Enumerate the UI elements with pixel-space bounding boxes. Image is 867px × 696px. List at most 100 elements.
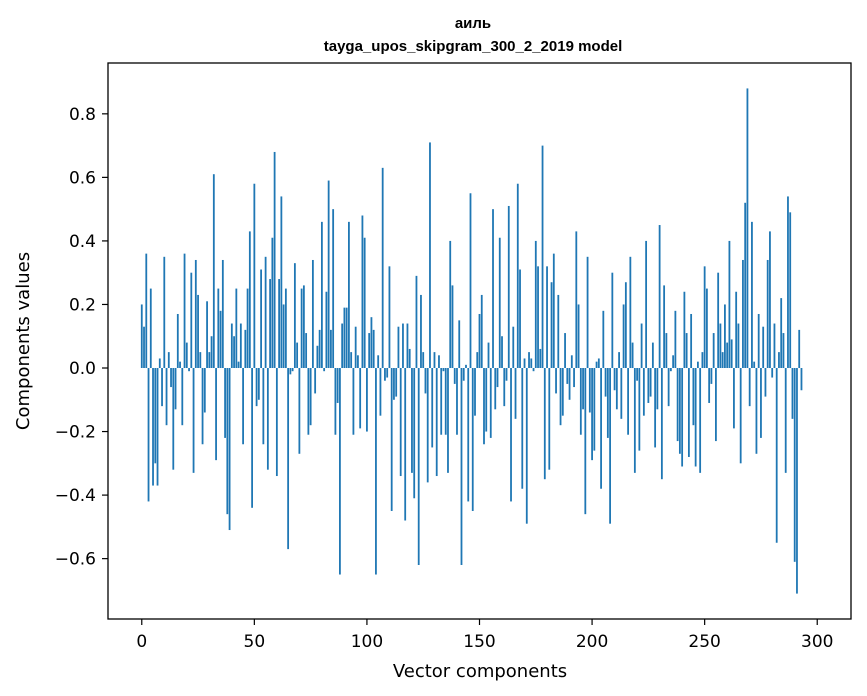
bar-component-288 <box>789 212 792 369</box>
bar-component-4 <box>149 288 152 369</box>
bar-component-100 <box>366 368 368 432</box>
bar-component-216 <box>627 368 629 435</box>
bar-component-56 <box>266 368 269 470</box>
bar-component-75 <box>309 368 312 426</box>
bar-component-183 <box>552 253 555 369</box>
bar-component-254 <box>712 333 715 369</box>
bar-component-182 <box>550 282 553 368</box>
bar-component-269 <box>746 88 749 369</box>
bar-component-29 <box>206 301 208 369</box>
bar-component-199 <box>588 368 591 413</box>
bar-component-5 <box>152 368 154 486</box>
bar-component-291 <box>796 368 798 594</box>
bar-component-152 <box>483 368 485 445</box>
x-tick-label: 50 <box>244 632 266 652</box>
bar-component-173 <box>530 358 533 368</box>
bar-component-208 <box>609 368 611 524</box>
bar-component-125 <box>422 352 425 369</box>
bar-component-65 <box>287 368 290 550</box>
bar-component-151 <box>480 294 483 368</box>
bar-component-59 <box>273 151 276 369</box>
bar-component-84 <box>330 329 332 369</box>
bar-component-161 <box>503 368 506 407</box>
bar-component-253 <box>710 368 713 384</box>
bar-component-82 <box>325 291 328 368</box>
bar-component-103 <box>372 329 375 369</box>
plot-frame <box>107 62 852 620</box>
bar-component-8 <box>158 358 161 368</box>
bar-component-17 <box>179 361 181 368</box>
bar-component-92 <box>348 221 350 369</box>
bar-component-261 <box>728 240 731 369</box>
bar-component-54 <box>262 368 265 445</box>
y-axis-ticks: −0.6 −0.4 −0.2 0.0 0.2 0.4 0.6 0.8 <box>55 105 108 570</box>
bar-component-187 <box>561 368 564 416</box>
bar-component-108 <box>384 368 386 381</box>
y-tick-label: 0.2 <box>69 295 96 315</box>
bar-component-290 <box>793 368 796 562</box>
bar-component-26 <box>199 352 202 369</box>
bar-component-116 <box>402 323 404 369</box>
bar-component-131 <box>435 368 438 477</box>
bar-component-87 <box>336 368 339 403</box>
bar-component-276 <box>762 326 765 368</box>
bar-component-13 <box>170 368 172 388</box>
bar-component-120 <box>411 368 413 473</box>
y-tick-label: 0.8 <box>69 105 96 125</box>
bar-component-202 <box>595 361 598 368</box>
bar-component-58 <box>271 237 274 368</box>
bar-component-144 <box>465 364 467 369</box>
bar-component-139 <box>453 368 456 384</box>
y-tick-label: 0.4 <box>69 232 96 252</box>
bar-component-159 <box>498 237 501 368</box>
bar-component-266 <box>739 368 742 464</box>
bar-component-36 <box>221 259 224 368</box>
bar-component-157 <box>494 368 497 410</box>
bar-component-154 <box>487 342 490 369</box>
bar-component-195 <box>579 368 582 435</box>
bar-component-6 <box>154 368 157 464</box>
bar-component-213 <box>620 368 623 419</box>
bar-series <box>140 88 803 594</box>
bar-component-222 <box>640 323 643 369</box>
bar-component-2 <box>145 253 148 369</box>
bar-component-267 <box>742 259 744 368</box>
bar-component-130 <box>433 352 436 369</box>
bar-component-285 <box>782 333 785 369</box>
bar-component-110 <box>388 266 391 369</box>
bar-component-143 <box>462 368 465 381</box>
bar-component-227 <box>651 342 654 369</box>
x-axis-label: Vector components <box>393 661 567 682</box>
x-tick-label: 150 <box>463 632 495 652</box>
bar-component-113 <box>395 368 398 397</box>
bar-component-262 <box>730 339 733 368</box>
bar-component-275 <box>760 368 762 438</box>
bar-component-19 <box>183 253 186 369</box>
bar-component-28 <box>203 368 206 413</box>
bar-component-86 <box>334 368 337 435</box>
y-tick-label: −0.6 <box>55 550 96 570</box>
bar-component-204 <box>600 368 602 489</box>
bar-component-121 <box>413 368 416 499</box>
x-tick-label: 300 <box>801 632 833 652</box>
bar-component-205 <box>602 310 605 369</box>
bar-component-193 <box>575 231 578 369</box>
bar-component-111 <box>390 368 393 511</box>
bar-component-284 <box>780 298 783 369</box>
bar-component-132 <box>438 355 440 369</box>
bar-component-140 <box>456 368 458 435</box>
bar-component-73 <box>305 333 308 369</box>
bar-component-0 <box>140 304 143 368</box>
bar-component-245 <box>692 368 695 426</box>
bar-component-231 <box>660 368 663 480</box>
bar-component-278 <box>766 259 769 368</box>
bar-component-53 <box>260 269 262 368</box>
bar-component-160 <box>501 336 503 368</box>
bar-component-20 <box>185 342 188 369</box>
bar-component-7 <box>156 368 159 486</box>
bar-component-134 <box>442 368 445 372</box>
bar-component-209 <box>611 272 614 368</box>
bar-component-67 <box>291 368 294 372</box>
bar-component-72 <box>302 285 305 369</box>
bar-component-12 <box>167 352 170 369</box>
